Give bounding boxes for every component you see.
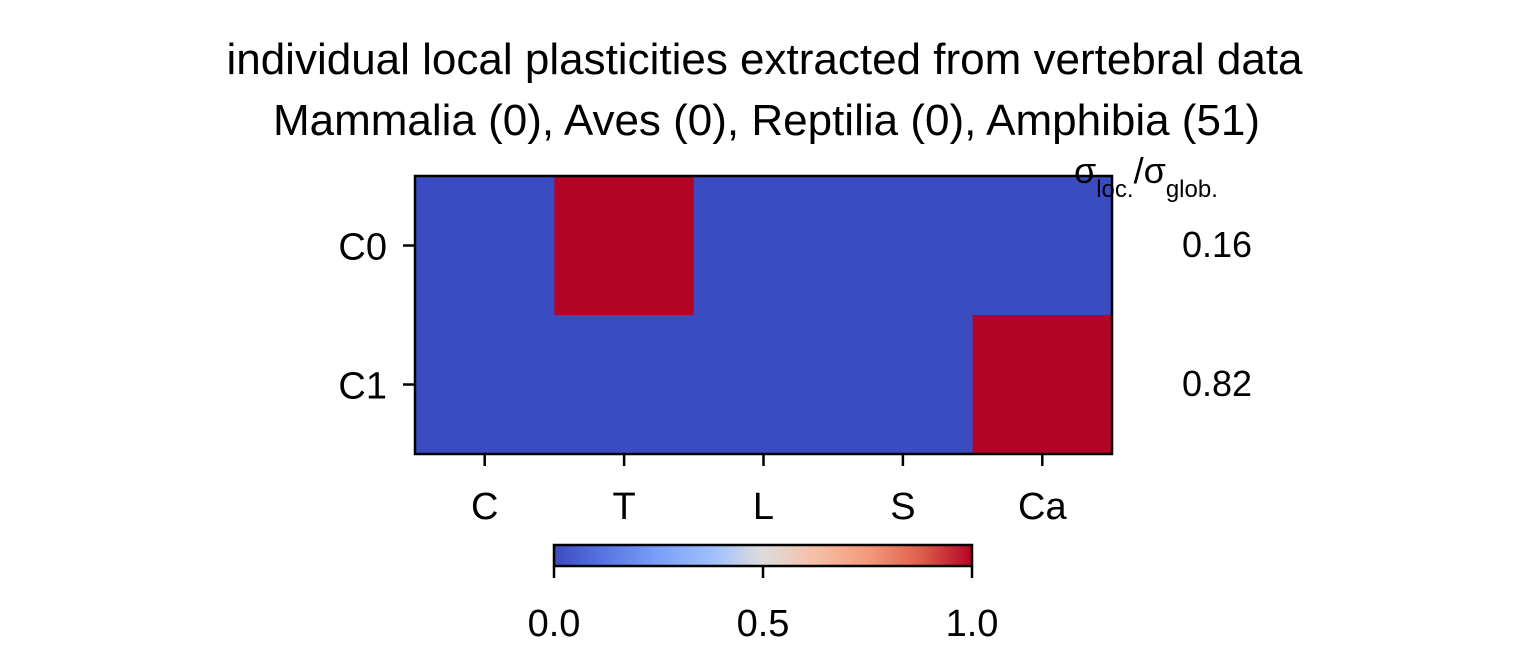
heatmap-cell-C1-S	[833, 315, 974, 455]
ratio-sub-loc: loc.	[1096, 176, 1134, 203]
y-tick-label-C1: C1	[338, 366, 387, 408]
x-tick-label-C: C	[471, 486, 498, 528]
x-tick-label-L: L	[753, 486, 774, 528]
chart-subtitle: Mammalia (0), Aves (0), Reptilia (0), Am…	[272, 96, 1261, 145]
x-tick-label-T: T	[612, 486, 635, 528]
colorbar-gradient	[552, 543, 974, 568]
heatmap-cell-C0-C	[415, 176, 555, 316]
ratio-column-header: σloc./σglob.	[1074, 150, 1218, 203]
y-axis: C0 C1	[338, 227, 415, 408]
heatmap-cell-C0-T	[554, 176, 695, 316]
heatmap-cell-C1-L	[693, 315, 834, 455]
heatmap-cell-C1-Ca	[972, 315, 1113, 455]
ratio-separator: /	[1133, 150, 1144, 191]
ratio-sub-glob: glob.	[1165, 176, 1218, 203]
colorbar-tick-label: 0.0	[528, 603, 581, 645]
x-axis: C T L S Ca	[471, 454, 1067, 528]
ratio-sigma-loc: σ	[1074, 150, 1097, 191]
ratio-value-c1: 0.82	[1182, 363, 1253, 404]
colorbar-ticks: 0.0 0.5 1.0	[528, 566, 999, 645]
chart-title: individual local plasticities extracted …	[226, 35, 1303, 84]
heatmap-cell-C0-Ca	[972, 176, 1113, 316]
heatmap-cells	[415, 176, 1113, 455]
heatmap-cell-C1-T	[554, 315, 695, 455]
heatmap-cell-C0-L	[693, 176, 834, 316]
x-tick-label-Ca: Ca	[1018, 486, 1067, 528]
ratio-value-c0: 0.16	[1182, 224, 1253, 265]
colorbar-tick-label: 1.0	[946, 603, 999, 645]
heatmap-cell-C0-S	[833, 176, 974, 316]
colorbar	[552, 543, 974, 568]
x-tick-label-S: S	[890, 486, 915, 528]
heatmap-cell-C1-C	[415, 315, 555, 455]
y-tick-label-C0: C0	[338, 227, 387, 269]
ratio-sigma-glob: σ	[1143, 150, 1166, 191]
colorbar-tick-label: 0.5	[737, 603, 790, 645]
